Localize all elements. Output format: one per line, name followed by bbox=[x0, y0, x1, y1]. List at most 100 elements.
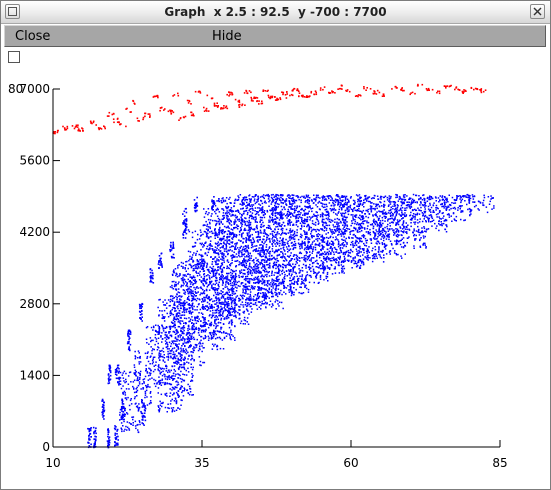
blue-point bbox=[183, 368, 186, 370]
close-icon bbox=[533, 7, 542, 16]
blue-point bbox=[221, 274, 223, 276]
blue-point bbox=[181, 399, 183, 402]
blue-point bbox=[275, 283, 277, 285]
blue-point bbox=[120, 422, 123, 424]
blue-point bbox=[275, 263, 278, 266]
blue-point bbox=[342, 199, 344, 201]
blue-point bbox=[225, 243, 227, 246]
blue-stripe-point bbox=[213, 201, 216, 204]
blue-point bbox=[187, 278, 189, 281]
blue-point bbox=[195, 292, 197, 294]
blue-point bbox=[207, 228, 209, 231]
blue-point bbox=[151, 349, 153, 352]
blue-point bbox=[242, 306, 245, 308]
blue-stripe-point bbox=[90, 443, 92, 446]
blue-point bbox=[265, 233, 268, 235]
blue-point bbox=[138, 361, 140, 363]
blue-point bbox=[175, 289, 178, 291]
blue-point bbox=[257, 197, 260, 199]
blue-point bbox=[136, 395, 138, 397]
blue-point bbox=[177, 367, 180, 370]
blue-point bbox=[127, 375, 130, 377]
blue-stripe-point bbox=[103, 404, 105, 407]
blue-point bbox=[183, 325, 185, 327]
blue-point bbox=[119, 380, 122, 382]
blue-point bbox=[179, 388, 182, 390]
blue-point bbox=[174, 361, 177, 364]
blue-point bbox=[227, 309, 229, 312]
blue-point bbox=[216, 308, 218, 310]
blue-point bbox=[249, 252, 251, 255]
blue-point bbox=[308, 241, 310, 243]
blue-point bbox=[259, 196, 262, 198]
blue-point bbox=[312, 257, 315, 259]
blue-point bbox=[291, 258, 293, 260]
blue-point bbox=[281, 281, 284, 284]
blue-point bbox=[246, 207, 249, 209]
blue-point bbox=[231, 241, 234, 243]
blue-point bbox=[248, 313, 250, 315]
blue-point bbox=[261, 208, 264, 211]
blue-point bbox=[220, 275, 222, 278]
blue-point bbox=[177, 265, 179, 267]
blue-stripe-point bbox=[129, 343, 132, 346]
blue-point bbox=[281, 218, 283, 220]
blue-point bbox=[233, 310, 235, 313]
blue-point bbox=[229, 336, 231, 338]
blue-point bbox=[220, 238, 223, 240]
blue-point bbox=[207, 251, 210, 254]
blue-point bbox=[166, 395, 168, 397]
blue-point bbox=[177, 325, 180, 328]
blue-point bbox=[181, 378, 183, 381]
blue-stripe-point bbox=[121, 417, 123, 419]
blue-point bbox=[218, 233, 220, 235]
blue-point bbox=[184, 293, 186, 295]
plot-checkbox[interactable] bbox=[8, 51, 20, 63]
blue-point bbox=[171, 325, 173, 328]
blue-point bbox=[286, 195, 289, 197]
blue-point bbox=[202, 347, 204, 349]
blue-point bbox=[325, 252, 327, 255]
blue-point bbox=[310, 217, 312, 219]
blue-point bbox=[300, 292, 302, 295]
blue-point bbox=[291, 290, 293, 293]
blue-stripe-point bbox=[149, 277, 152, 279]
blue-point bbox=[223, 215, 225, 217]
blue-point bbox=[158, 364, 160, 366]
blue-point bbox=[211, 307, 213, 309]
blue-point bbox=[253, 299, 256, 301]
blue-point bbox=[287, 220, 289, 222]
blue-point bbox=[187, 341, 189, 344]
blue-point bbox=[241, 199, 243, 201]
blue-point bbox=[182, 306, 185, 308]
window-menu-button[interactable] bbox=[5, 4, 20, 19]
window-close-button[interactable] bbox=[530, 4, 545, 19]
blue-point bbox=[250, 198, 252, 200]
blue-point bbox=[182, 280, 184, 282]
close-button[interactable]: Close bbox=[15, 29, 51, 44]
blue-point bbox=[279, 237, 281, 239]
blue-point bbox=[269, 227, 271, 229]
blue-point bbox=[200, 254, 202, 256]
blue-point bbox=[208, 275, 211, 277]
blue-point bbox=[175, 409, 178, 411]
blue-point bbox=[152, 325, 155, 328]
blue-point bbox=[276, 233, 278, 236]
blue-point bbox=[212, 269, 214, 271]
blue-point bbox=[158, 333, 160, 335]
blue-point bbox=[139, 377, 141, 379]
blue-point bbox=[216, 233, 218, 235]
title-bar[interactable]: Graph x 2.5 : 92.5 y -700 : 7700 bbox=[1, 1, 550, 24]
blue-point bbox=[229, 279, 232, 282]
blue-point bbox=[183, 311, 186, 314]
blue-point bbox=[178, 295, 180, 298]
blue-point bbox=[252, 204, 255, 206]
blue-point bbox=[170, 343, 173, 345]
blue-point bbox=[303, 256, 305, 259]
blue-point bbox=[322, 256, 325, 258]
blue-point bbox=[203, 347, 205, 349]
hide-button[interactable]: Hide bbox=[212, 29, 242, 44]
blue-point bbox=[146, 396, 148, 398]
blue-point bbox=[250, 215, 252, 217]
blue-point bbox=[266, 285, 269, 287]
